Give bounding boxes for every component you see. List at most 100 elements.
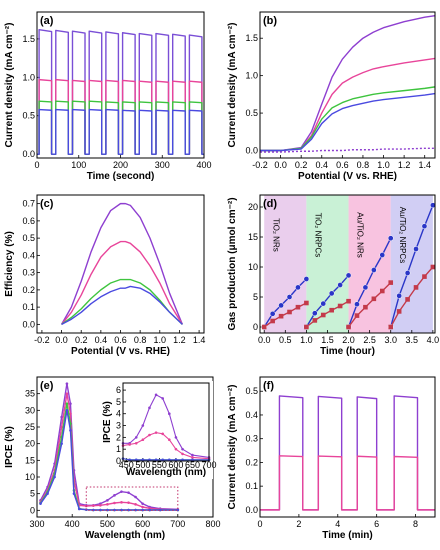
h2-point [328, 290, 335, 297]
panel-label: (f) [263, 380, 274, 392]
y-tick-label: 0.5 [245, 386, 258, 396]
inset-series-point [168, 458, 171, 462]
x-tick-label: 0.2 [75, 335, 88, 345]
o2-point [388, 280, 394, 285]
x-tick-label: 0 [34, 160, 39, 170]
panel-e: 300 400 500 600 700 80005101520253035Waveleng… [4, 376, 221, 541]
panel-label: (c) [40, 198, 54, 210]
panel-label: (d) [263, 198, 277, 210]
x-tick-label: 650 [185, 460, 200, 470]
y-axis-label: Gas production (μmol cm⁻²) [227, 197, 238, 330]
panel-c: -0.2 0.0 0.2 0.4 0.6 0.8 1.0 1.2 1.4 0.0 0.1 0.2 0.3… [4, 194, 206, 357]
o2-point [346, 298, 351, 304]
y-tick-label: 1.5 [22, 34, 35, 44]
series-point [141, 502, 144, 505]
region-label: Au/TiO₂ NRPCs [398, 207, 407, 264]
y-tick-label: 10 [25, 472, 35, 482]
series-point [69, 412, 72, 415]
series-point [65, 402, 69, 405]
series-point [113, 494, 116, 497]
y-tick-label: 15 [25, 455, 35, 465]
o2-point [371, 296, 377, 302]
o2-point [430, 264, 436, 270]
h2-point [404, 270, 411, 276]
inset-series-point [134, 441, 138, 445]
y-tick-label: 0 [116, 456, 121, 466]
y-tick-label: 3 [116, 421, 121, 431]
y-tick-label: 0.2 [245, 457, 258, 467]
inset-series-point [174, 447, 178, 451]
y-tick-label: 20 [25, 439, 35, 449]
y-tick-label: 0 [253, 322, 258, 332]
zoom-box [85, 486, 179, 511]
inset-series-point [134, 458, 138, 462]
y-axis-label: Current density (mA cm⁻²) [4, 23, 15, 148]
y-tick-label: 5 [116, 397, 121, 407]
x-tick-label: 300 [29, 519, 44, 529]
y-tick-label: 0.4 [245, 410, 258, 420]
h2-point [320, 300, 327, 307]
h2-point [354, 301, 360, 308]
inset-series-point [128, 458, 131, 462]
series-point [77, 507, 81, 511]
h2-point [311, 310, 318, 317]
y-tick-label: 0.2 [22, 285, 35, 295]
y-tick-label: 6 [116, 385, 121, 395]
plot-frame [259, 194, 436, 334]
o2-point [405, 297, 410, 302]
series-point [127, 491, 130, 494]
region-band [264, 195, 307, 333]
x-tick-label: 400 [65, 519, 80, 529]
x-tick-label: 700 [201, 460, 216, 470]
o2-point [304, 300, 309, 306]
series-point [69, 429, 72, 432]
x-tick-label: 1.4 [193, 335, 206, 345]
region-band [348, 195, 391, 333]
x-tick-label: 100 [71, 160, 86, 170]
series-point [65, 409, 69, 412]
y-tick-label: 0.0 [245, 505, 258, 515]
series-point [65, 392, 69, 395]
o2-point [329, 307, 334, 313]
plot-frame [259, 11, 436, 159]
inset-series-point [141, 424, 145, 427]
o2-point [354, 313, 360, 318]
y-tick-label: 0.3 [22, 268, 35, 278]
y-tick-label: 5 [253, 292, 258, 302]
series-point [39, 502, 42, 505]
x-tick-label: 300 [155, 160, 170, 170]
series-point [134, 503, 137, 506]
x-tick-label: 3.0 [384, 335, 397, 345]
o2-point [337, 303, 343, 309]
y-tick-label: 0.1 [22, 302, 35, 312]
x-tick-label: 0.0 [55, 335, 68, 345]
series-line [260, 86, 436, 152]
series-line [37, 100, 204, 155]
h2-line [347, 237, 392, 328]
y-tick-label: 1.0 [245, 71, 258, 81]
inset-series-point [174, 458, 178, 462]
y-axis-label: Current density (mA cm⁻²) [227, 385, 238, 510]
x-tick-label: 0.2 [295, 160, 308, 170]
x-tick-label: 1.4 [418, 160, 431, 170]
inset-series-line [123, 394, 210, 458]
y-tick-label: 0.3 [245, 434, 258, 444]
h2-point [295, 284, 301, 291]
x-tick-label: 600 [168, 460, 183, 470]
o2-point [304, 324, 309, 330]
series-point [60, 442, 63, 445]
inset-series-point [134, 436, 138, 439]
x-tick-label: 3.5 [406, 335, 419, 345]
x-tick-label: 0.4 [316, 160, 329, 170]
x-tick-label: 600 [135, 519, 150, 529]
inset-series-point [168, 438, 171, 442]
y-tick-label: 0.4 [22, 250, 35, 260]
series-point [134, 495, 137, 499]
series-point [106, 503, 109, 506]
panel-d: TiO₂ NRs TiO₂ NRPCs Au/TiO₂ NRs Au/TiO₂ NRP… [227, 194, 439, 357]
inset-series-point [148, 433, 151, 437]
y-tick-label: 30 [25, 405, 35, 415]
x-tick-label: 6 [374, 519, 379, 529]
series-line [61, 285, 183, 325]
series-point [65, 382, 69, 385]
